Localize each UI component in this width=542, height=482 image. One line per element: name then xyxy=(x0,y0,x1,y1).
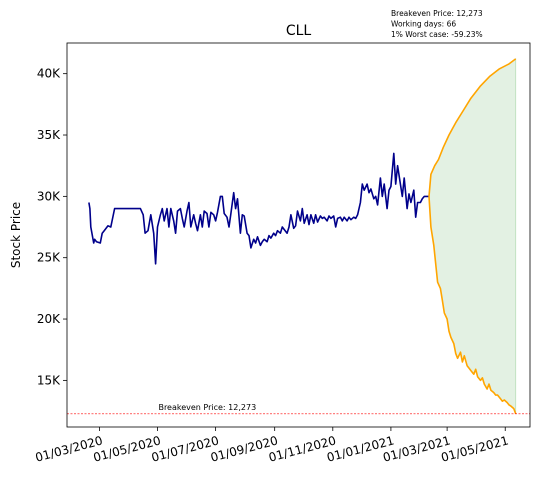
y-axis-label: Stock Price xyxy=(9,202,23,268)
y-axis: 15K 20K 25K 30K 35K 40K xyxy=(37,67,67,387)
y-tick-label: 25K xyxy=(37,251,61,265)
historical-price-line xyxy=(88,152,429,265)
x-tick-label: 01/07/2020 xyxy=(150,433,220,464)
y-tick-label: 40K xyxy=(37,67,61,81)
annotation-line: Breakeven Price: 12,273 xyxy=(391,9,483,18)
breakeven-layer: Breakeven Price: 12,273 xyxy=(67,403,530,415)
x-axis: 01/03/202001/05/202001/07/202001/09/2020… xyxy=(34,427,510,465)
breakeven-label: Breakeven Price: 12,273 xyxy=(158,403,256,412)
chart-title: CLL xyxy=(286,23,312,39)
annotation-block: Breakeven Price: 12,273 Working days: 661… xyxy=(391,9,483,39)
forecast-band-layer xyxy=(428,58,517,414)
forecast-lower-line xyxy=(428,196,517,415)
forecast-upper-line xyxy=(428,58,517,197)
annotation-line: Working days: 66 xyxy=(391,20,456,29)
annotation-line: 1% Worst case: -59.23% xyxy=(391,30,483,39)
forecast-band xyxy=(428,58,517,414)
y-tick-label: 20K xyxy=(37,312,61,326)
series-layer xyxy=(88,58,517,415)
plot-frame xyxy=(66,42,531,428)
y-tick-label: 35K xyxy=(37,128,61,142)
x-tick-label: 01/05/2021 xyxy=(440,433,510,464)
y-tick-label: 15K xyxy=(37,373,61,387)
y-tick-label: 30K xyxy=(37,189,61,203)
